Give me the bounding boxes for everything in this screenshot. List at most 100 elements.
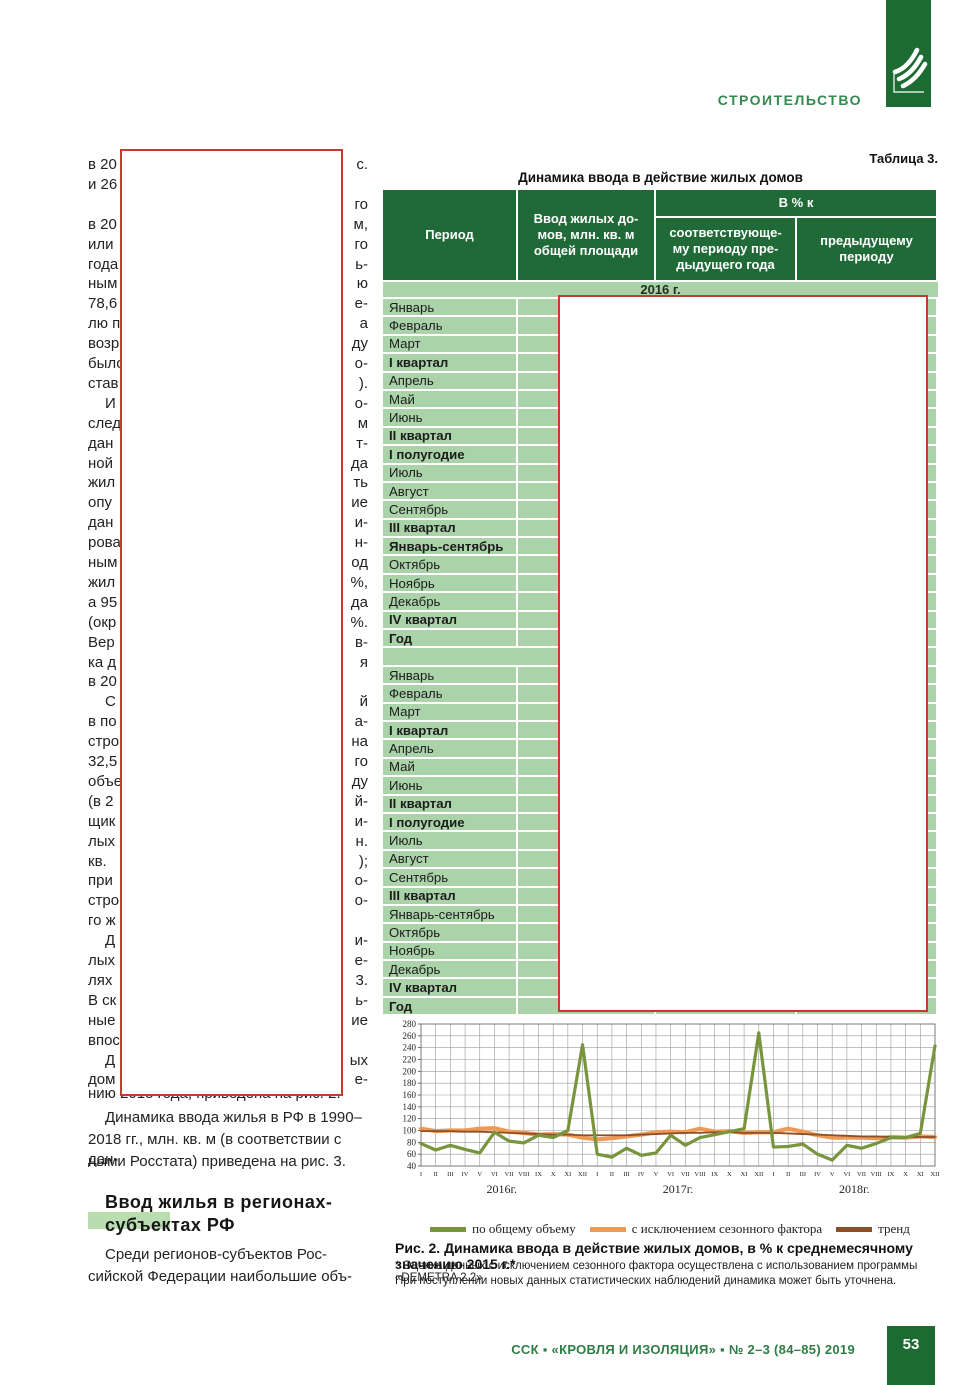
legend-label: тренд bbox=[878, 1221, 910, 1236]
left-text-line: в по а- bbox=[88, 713, 368, 731]
svg-text:80: 80 bbox=[407, 1137, 417, 1147]
svg-text:II: II bbox=[610, 1171, 614, 1178]
legend-item: с исключением сезонного фактора bbox=[589, 1221, 823, 1237]
col-header-percent-group: В % к bbox=[656, 190, 936, 216]
svg-text:VIII: VIII bbox=[871, 1171, 882, 1178]
legend-item: по общему объему bbox=[430, 1221, 576, 1237]
left-text-line: в 20 с. bbox=[88, 156, 368, 173]
svg-text:IX: IX bbox=[535, 1171, 542, 1178]
legend-label: с исключением сезонного фактора bbox=[631, 1221, 823, 1236]
svg-text:260: 260 bbox=[403, 1031, 417, 1041]
svg-text:IV: IV bbox=[638, 1171, 645, 1178]
left-text-line: Вер в- bbox=[88, 633, 368, 651]
paragraph-line: 2018 гг., млн. кв. м (в соответствии с д… bbox=[88, 1131, 342, 1168]
left-text-line: (в 2 й- bbox=[88, 792, 368, 810]
left-text-line: го ж bbox=[88, 912, 116, 930]
figure2-footnote2: При поступлении новых данных статистичес… bbox=[395, 1275, 897, 1287]
svg-text:I: I bbox=[420, 1171, 422, 1178]
paragraph-line: сийской Федерации наибольшие объ- bbox=[88, 1268, 352, 1285]
legend-item: тренд bbox=[836, 1221, 910, 1237]
svg-text:VI: VI bbox=[491, 1171, 498, 1178]
section-label: СТРОИТЕЛЬСТВО bbox=[717, 92, 862, 108]
svg-text:IV: IV bbox=[462, 1171, 469, 1178]
left-text-line: при о- bbox=[88, 872, 368, 890]
svg-text:200: 200 bbox=[403, 1066, 417, 1076]
svg-text:240: 240 bbox=[403, 1043, 417, 1053]
left-text-line: жил%, bbox=[88, 573, 368, 591]
legend-swatch bbox=[836, 1226, 873, 1232]
svg-text:V: V bbox=[477, 1171, 482, 1178]
left-text-line: возр ду bbox=[88, 335, 368, 353]
heading-highlight-band bbox=[88, 1212, 170, 1229]
svg-text:V: V bbox=[654, 1171, 659, 1178]
svg-text:140: 140 bbox=[403, 1102, 417, 1112]
left-text-line: года ь- bbox=[88, 255, 368, 273]
left-text-line: опу ие bbox=[88, 494, 368, 512]
legend-label: по общему объему bbox=[472, 1221, 576, 1236]
left-text-line: дом е- bbox=[88, 1071, 368, 1089]
svg-text:II: II bbox=[786, 1171, 790, 1178]
left-text-line: ным од bbox=[88, 554, 368, 571]
left-text-line: 78,6 е- bbox=[88, 295, 368, 313]
left-text-line: дан и- bbox=[88, 514, 368, 532]
svg-text:60: 60 bbox=[407, 1149, 417, 1159]
svg-text:V: V bbox=[830, 1171, 835, 1178]
left-text-line: щик и- bbox=[88, 812, 368, 830]
svg-text:XII: XII bbox=[930, 1171, 939, 1178]
left-text-line: жил ть bbox=[88, 474, 368, 492]
left-text-line: ным ю bbox=[88, 275, 368, 293]
left-text-line: кв.); bbox=[88, 852, 368, 870]
svg-text:IX: IX bbox=[711, 1171, 718, 1178]
left-text-line: лых е- bbox=[88, 952, 368, 969]
svg-text:100: 100 bbox=[403, 1126, 417, 1136]
svg-text:I: I bbox=[772, 1171, 774, 1178]
svg-text:VI: VI bbox=[667, 1171, 674, 1178]
svg-text:X: X bbox=[551, 1171, 556, 1178]
left-text-line: В ск ь- bbox=[88, 991, 368, 1009]
svg-text:III: III bbox=[800, 1171, 807, 1178]
table-label: Таблица 3. bbox=[869, 151, 938, 166]
redaction-box-table-data bbox=[558, 295, 928, 1012]
svg-text:VIII: VIII bbox=[694, 1171, 705, 1178]
left-text-line: дан т- bbox=[88, 434, 368, 452]
subsection-heading-line1: Ввод жилья в регионах- bbox=[105, 1192, 333, 1212]
col-header-prev-year: соответствующе- му периоду пре- дыдущего… bbox=[656, 218, 795, 280]
col-header-period: Период bbox=[383, 190, 516, 280]
svg-text:2017г.: 2017г. bbox=[663, 1182, 694, 1196]
left-text-line: в 20 bbox=[88, 673, 117, 691]
left-text-line: рова н- bbox=[88, 534, 368, 552]
left-text-line: объе ду bbox=[88, 772, 368, 790]
subsection-heading-line2: субъектах РФ bbox=[105, 1215, 236, 1235]
leaf-fan-icon bbox=[892, 47, 928, 93]
page-number-box: 53 bbox=[887, 1326, 935, 1385]
svg-text:IX: IX bbox=[888, 1171, 895, 1178]
col-header-input: Ввод жилых до- мов, млн. кв. м общей пло… bbox=[518, 190, 654, 280]
paragraph-line: Динамика ввода жилья в РФ в 1990– bbox=[105, 1109, 362, 1126]
footer-journal-line: ССК ▪ «КРОВЛЯ И ИЗОЛЯЦИЯ» ▪ № 2–3 (84–85… bbox=[511, 1342, 855, 1357]
svg-text:X: X bbox=[727, 1171, 732, 1178]
left-text-line: го bbox=[354, 195, 368, 213]
svg-text:VII: VII bbox=[505, 1171, 514, 1178]
left-text-line: впос bbox=[88, 1031, 120, 1049]
svg-text:X: X bbox=[903, 1171, 908, 1178]
left-text-line: ной да bbox=[88, 454, 368, 472]
left-text-line: и 26 bbox=[88, 175, 118, 193]
left-text-line: след м bbox=[88, 414, 368, 432]
left-text-line: став). bbox=[88, 374, 368, 392]
legend-swatch bbox=[430, 1226, 467, 1232]
svg-text:VI: VI bbox=[843, 1171, 850, 1178]
left-text-line: было о- bbox=[88, 355, 368, 372]
figure2-chart: 40 60 80 100 120 140 160 180 200 220 240 260 280 I II I… bbox=[393, 1018, 943, 1216]
year-section-header-2016: 2016 г. bbox=[383, 282, 938, 297]
svg-text:II: II bbox=[434, 1171, 438, 1178]
paragraph-line: ными Росстата) приведена на рис. 3. bbox=[88, 1153, 346, 1170]
svg-text:XII: XII bbox=[754, 1171, 763, 1178]
svg-text:VII: VII bbox=[857, 1171, 866, 1178]
